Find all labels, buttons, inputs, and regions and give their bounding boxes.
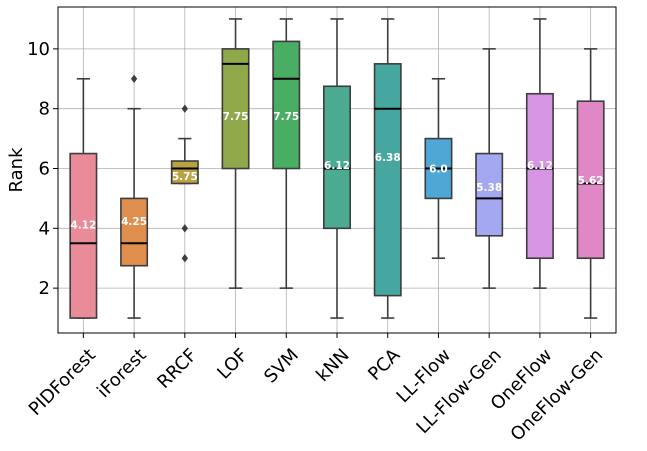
x-tick-label: kNN (312, 345, 353, 386)
mean-value-label: 6.38 (375, 152, 401, 164)
iqr-box (525, 92, 554, 260)
box-ll-flow-gen (475, 48, 504, 289)
outlier-point (181, 254, 188, 263)
iqr-box (69, 152, 98, 319)
mean-value-label: 6.12 (324, 160, 350, 172)
mean-value-label: 5.62 (578, 175, 604, 187)
x-tick-label: OneFlow-Gen (507, 345, 608, 446)
box-rrcf (170, 104, 199, 263)
box-lof (221, 18, 250, 289)
y-tick-label: 4 (39, 218, 50, 239)
box-knn (323, 18, 351, 319)
y-axis-label: Rank (6, 147, 27, 193)
box-oneflow (525, 18, 554, 289)
y-tick-label: 6 (39, 159, 50, 180)
mean-value-label: 5.75 (172, 171, 198, 183)
iqr-box (373, 63, 402, 297)
iqr-box (221, 48, 250, 170)
label-layer: 4.12 4.25 5.75 7.75 7.75 6.12 6.38 6.0 5.38 6.12 5… (70, 111, 603, 232)
box-svm (272, 18, 301, 289)
x-tick-label: iForest (93, 345, 150, 402)
mean-value-label: 6.12 (527, 160, 553, 172)
iqr-box (323, 85, 351, 230)
iqr-box (272, 40, 301, 170)
y-tick-label: 10 (27, 39, 50, 60)
mean-value-label: 4.25 (121, 216, 147, 228)
box-iforest (120, 74, 149, 319)
x-tick-label: SVM (260, 345, 303, 388)
x-tick-label: PIDForest (25, 345, 100, 420)
outlier-point (181, 104, 188, 113)
mean-value-label: 5.38 (476, 182, 502, 194)
iqr-box (120, 197, 149, 267)
mean-value-label: 6.0 (429, 164, 448, 176)
outlier-point (130, 74, 138, 83)
x-tick-label: LOF (213, 345, 252, 384)
box-ll-flow (424, 77, 453, 260)
mean-value-label: 7.75 (273, 111, 299, 123)
box-pidforest (69, 77, 98, 319)
box-layer (69, 18, 605, 319)
y-tick-label: 2 (39, 278, 50, 299)
y-tick-label: 8 (39, 99, 50, 120)
x-tick-label: PCA (364, 344, 405, 385)
outlier-point (181, 224, 188, 233)
iqr-box (170, 160, 199, 185)
iqr-box (576, 100, 605, 260)
mean-value-label: 7.75 (223, 111, 249, 123)
box-pca (373, 18, 402, 319)
x-tick-label: RRCF (153, 345, 201, 393)
box-oneflow-gen (576, 48, 605, 319)
iqr-box (475, 152, 504, 237)
mean-value-label: 4.12 (70, 220, 96, 232)
